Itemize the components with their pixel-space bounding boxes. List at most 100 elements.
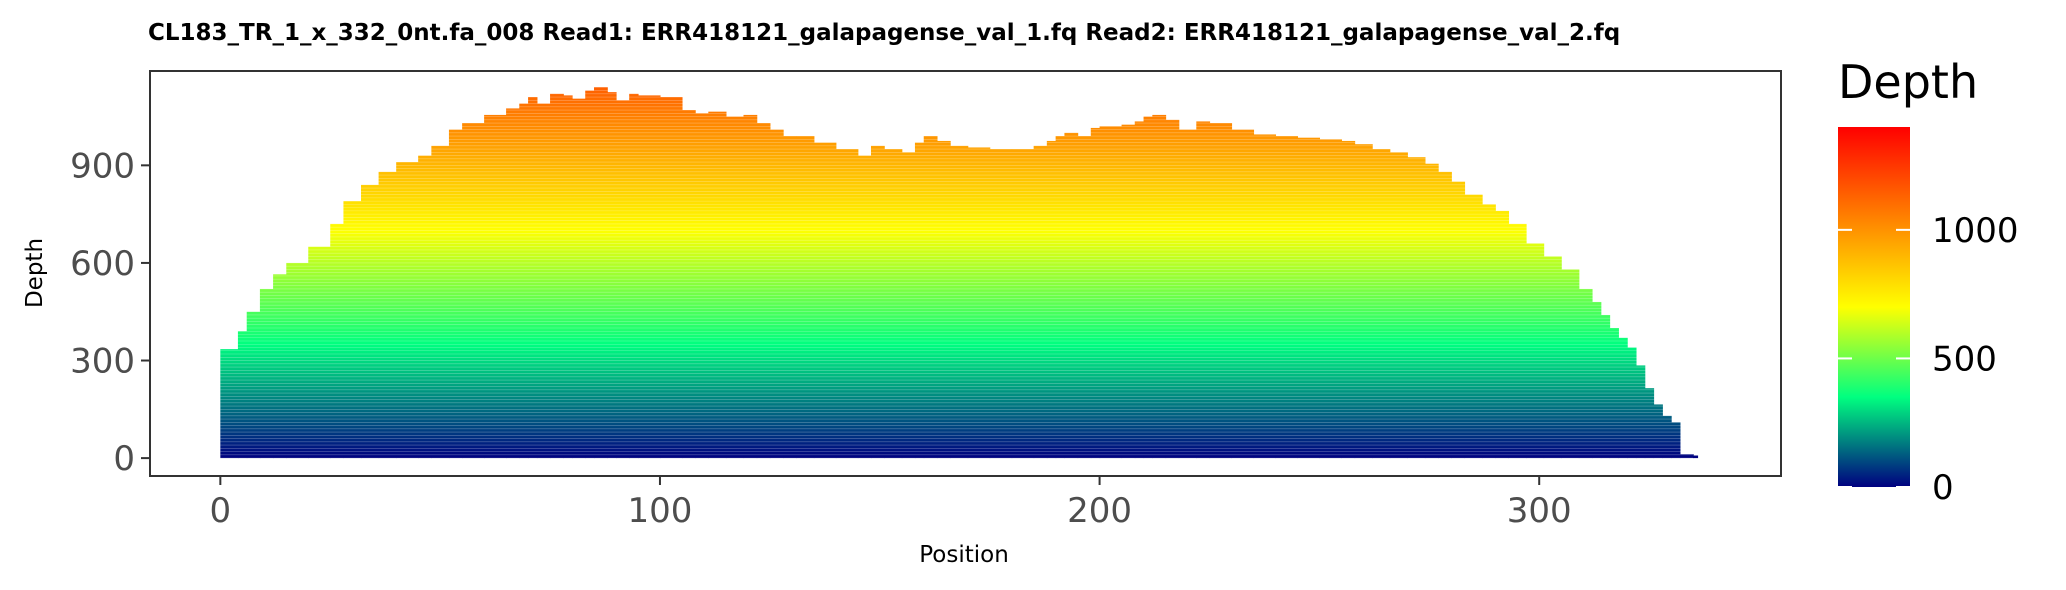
- depth-bar: [563, 95, 573, 459]
- depth-bar: [1679, 454, 1694, 459]
- legend-ticks: 0 500 1000: [1838, 211, 2019, 508]
- depth-bar: [1438, 171, 1452, 459]
- y-axis-label: Depth: [22, 238, 48, 308]
- depth-bar: [950, 145, 969, 459]
- depth-bar: [1635, 365, 1646, 459]
- depth-bar: [1231, 129, 1255, 459]
- x-tick-label: 200: [1067, 491, 1132, 531]
- depth-bar: [1064, 132, 1079, 459]
- depth-bar: [637, 95, 661, 459]
- depth-bar: [1090, 127, 1101, 459]
- depth-bar: [484, 114, 507, 459]
- depth-bar: [725, 116, 745, 459]
- depth-bar: [914, 142, 925, 459]
- depth-bar: [1046, 140, 1057, 459]
- depth-bar: [901, 152, 916, 459]
- x-axis-label: Position: [919, 542, 1009, 568]
- plot-area: [220, 87, 1699, 459]
- depth-bar: [1253, 134, 1277, 459]
- depth-bar: [1196, 121, 1211, 459]
- depth-bar: [448, 129, 463, 459]
- depth-bar: [1033, 145, 1048, 459]
- depth-bar: [1165, 119, 1180, 459]
- depth-bar: [967, 147, 991, 459]
- depth-bar: [237, 331, 248, 459]
- depth-bar: [1464, 194, 1483, 459]
- depth-bar: [1662, 415, 1672, 459]
- plot-border: [149, 70, 1782, 477]
- depth-bar: [1543, 256, 1562, 459]
- legend-title: Depth: [1838, 55, 1978, 109]
- depth-bar: [1600, 314, 1611, 459]
- depth-bar: [273, 274, 287, 459]
- depth-bar: [1143, 116, 1153, 459]
- depth-bar: [1495, 210, 1510, 459]
- depth-bar: [1653, 404, 1663, 459]
- depth-bar: [1152, 114, 1167, 459]
- depth-bar: [989, 149, 1013, 459]
- depth-bar: [813, 142, 837, 459]
- depth-bar: [1424, 163, 1439, 459]
- depth-bar: [1627, 347, 1637, 459]
- depth-bar: [431, 145, 450, 459]
- depth-bar: [1578, 288, 1593, 459]
- depth-bar: [506, 108, 520, 459]
- depth-bar: [536, 103, 551, 459]
- y-tick-label: 0: [113, 439, 135, 479]
- depth-bar: [835, 149, 859, 459]
- depth-bar: [1591, 301, 1602, 459]
- depth-bar: [594, 87, 608, 459]
- depth-bar: [1693, 455, 1699, 459]
- depth-bar: [1644, 388, 1655, 459]
- depth-bar: [923, 136, 938, 459]
- depth-bar: [870, 145, 885, 459]
- depth-bar: [361, 184, 380, 459]
- depth-bar: [286, 262, 309, 459]
- depth-bar: [1671, 422, 1681, 459]
- depth-bar: [1482, 204, 1496, 459]
- depth-bar: [1209, 123, 1233, 459]
- depth-bar: [1561, 269, 1580, 459]
- depth-bar: [1099, 126, 1123, 459]
- depth-bar: [1341, 140, 1356, 459]
- depth-bar: [519, 103, 529, 459]
- depth-bar: [259, 288, 274, 459]
- depth-bar: [343, 201, 362, 459]
- depth-bar: [1178, 129, 1197, 459]
- depth-bar: [708, 111, 727, 459]
- depth-bar: [695, 113, 709, 459]
- depth-bar: [936, 140, 951, 459]
- y-axis: 0 300 600 900: [70, 146, 150, 479]
- depth-bar: [246, 311, 261, 459]
- depth-bar: [1407, 157, 1426, 459]
- depth-bar: [629, 93, 639, 459]
- depth-bar: [857, 155, 872, 459]
- depth-bar: [462, 123, 485, 459]
- depth-bar: [769, 129, 784, 459]
- legend-tick-label: 0: [1932, 468, 1954, 508]
- legend-tick-label: 1000: [1932, 211, 2019, 251]
- depth-bar: [585, 90, 595, 459]
- x-tick-label: 0: [210, 491, 232, 531]
- depth-bar: [1372, 149, 1391, 459]
- y-tick-label: 900: [70, 146, 135, 186]
- x-axis: 0 100 200 300: [210, 476, 1572, 531]
- depth-bar: [659, 97, 683, 459]
- depth-bar: [1134, 121, 1145, 459]
- depth-bar: [572, 98, 586, 459]
- depth-bar: [616, 100, 630, 459]
- depth-bar: [1526, 243, 1545, 459]
- depth-bar: [884, 149, 903, 459]
- depth-bar: [681, 110, 696, 459]
- depth-bar: [528, 97, 538, 459]
- depth-bar: [308, 246, 331, 459]
- depth-bar: [1297, 137, 1320, 459]
- depth-bar: [1011, 149, 1035, 459]
- depth-bar: [1319, 139, 1342, 459]
- y-tick-label: 300: [70, 342, 135, 382]
- depth-bar: [1354, 144, 1373, 459]
- depth-bar: [607, 92, 617, 459]
- x-tick-label: 300: [1507, 491, 1572, 531]
- depth-bar: [1609, 327, 1619, 459]
